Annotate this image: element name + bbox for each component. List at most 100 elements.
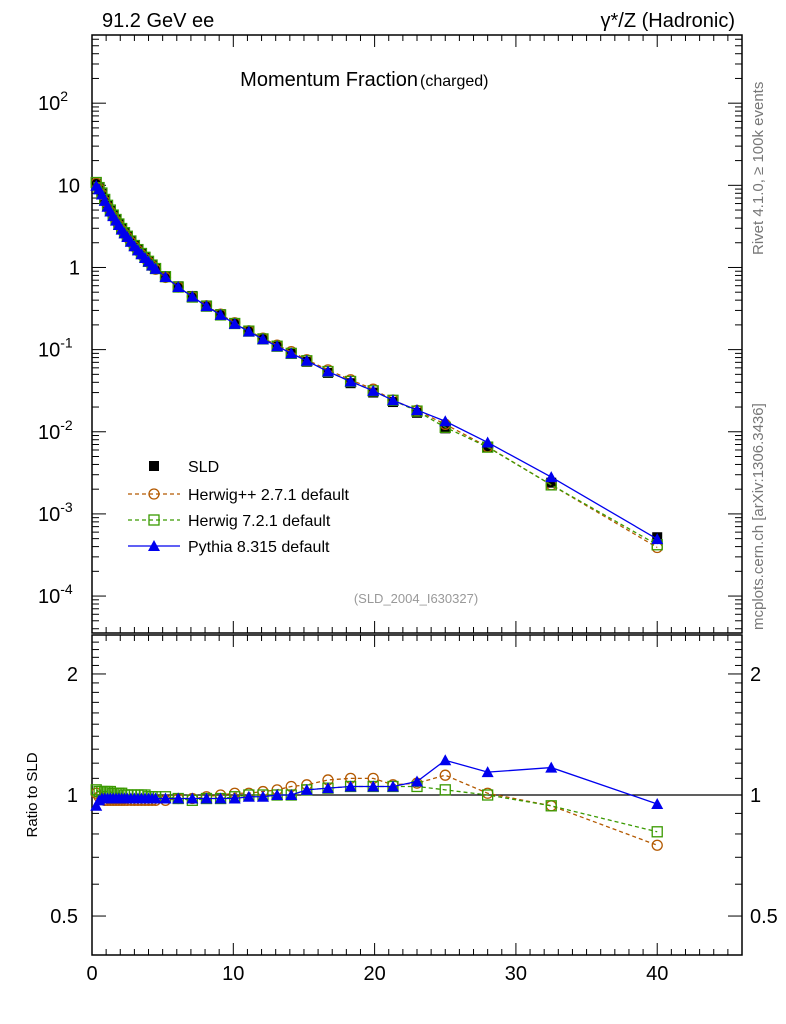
y-tick-label: 10-3 [38, 499, 73, 526]
rivet-label: Rivet 4.1.0, ≥ 100k events [750, 82, 767, 255]
ratio-point [411, 775, 423, 787]
x-tick-label: 20 [363, 963, 385, 985]
series-point [172, 281, 185, 293]
x-tick-label: 0 [86, 963, 97, 985]
ratio-point [651, 826, 663, 838]
y-tick-base: 10 [38, 586, 60, 608]
data-point-sld [440, 423, 451, 434]
series-point [367, 384, 380, 396]
ratio-point [90, 784, 102, 796]
ratio-tick-label: 0.5 [50, 906, 78, 928]
ratio-point [651, 839, 663, 851]
y-tick-base: 10 [38, 93, 60, 115]
ratio-point [321, 782, 334, 794]
ratio-point [545, 761, 558, 773]
series-point [285, 347, 298, 359]
series-point [186, 290, 199, 302]
ratio-point [228, 792, 241, 804]
y-tick-base: 10 [38, 422, 60, 444]
data-point-sld [546, 477, 557, 488]
ratio-point [439, 769, 451, 781]
ratio-point [172, 792, 185, 804]
ratio-point [386, 780, 399, 792]
ratio-point [159, 792, 172, 804]
y-tick-label: 10-1 [38, 335, 73, 362]
legend-label: Herwig 7.2.1 default [188, 513, 331, 530]
y-tick-base: 10 [58, 175, 80, 197]
y-tick-exp: -2 [60, 417, 73, 433]
ratio-point [186, 792, 199, 804]
series-point [411, 404, 423, 416]
series-point [228, 317, 241, 329]
ratio-tick-label: 1 [750, 785, 761, 807]
series-point [300, 354, 313, 366]
series-point [271, 340, 284, 352]
series-point [159, 271, 172, 283]
ratio-point [367, 780, 380, 792]
series-point [200, 300, 213, 312]
ratio-point [651, 797, 664, 809]
ratio-tick-label: 1 [67, 785, 78, 807]
ratio-tick-label: 0.5 [750, 906, 778, 928]
ratio-ylabel: Ratio to SLD [24, 752, 41, 837]
chart-subtitle: (charged) [420, 73, 488, 90]
x-tick-label: 40 [646, 963, 668, 985]
analysis-label: (SLD_2004_I630327) [354, 591, 478, 606]
y-tick-label: 1 [69, 257, 80, 279]
y-tick-base: 10 [38, 340, 60, 362]
y-tick-label: 102 [38, 88, 68, 115]
legend-marker-sld [149, 461, 159, 471]
ratio-point [200, 792, 213, 804]
ratio-point [439, 754, 452, 766]
ratio-point [482, 789, 494, 801]
ratio-point [242, 790, 255, 802]
energy-label: 91.2 GeV ee [102, 10, 214, 32]
legend-marker [148, 540, 160, 551]
ratio-point [149, 792, 162, 804]
legend-label-sld: SLD [188, 459, 219, 476]
series-point [344, 375, 357, 387]
legend-label: Pythia 8.315 default [188, 539, 330, 556]
series-point [481, 436, 494, 448]
mcplots-label: mcplots.cern.ch [arXiv:1306.3436] [750, 403, 767, 630]
series-point [149, 262, 162, 274]
series-point [256, 333, 269, 345]
ratio-point [344, 780, 357, 792]
legend-marker [148, 488, 160, 500]
y-tick-label: 10 [58, 175, 80, 197]
y-tick-base: 10 [38, 504, 60, 526]
y-tick-exp: -4 [60, 581, 73, 597]
series-point [386, 394, 399, 406]
ratio-point [481, 766, 494, 778]
y-tick-label: 10-4 [38, 581, 73, 608]
series-point [651, 533, 664, 545]
ratio-point [285, 789, 298, 800]
series-point [439, 415, 452, 427]
series-point [214, 308, 227, 320]
y-tick-base: 1 [69, 257, 80, 279]
ratio-point [214, 792, 227, 804]
ratio-tick-label: 2 [67, 664, 78, 686]
series-line [95, 185, 658, 540]
y-tick-exp: -3 [60, 499, 73, 515]
ratio-point [256, 790, 269, 802]
y-tick-exp: -1 [60, 335, 73, 351]
x-tick-label: 10 [222, 963, 244, 985]
chart-title: Momentum Fraction [240, 69, 418, 91]
series-point [545, 471, 558, 483]
ratio-point [300, 783, 313, 795]
series-line [95, 182, 658, 549]
legend-label: Herwig++ 2.7.1 default [188, 487, 350, 504]
process-label: γ*/Z (Hadronic) [601, 10, 735, 32]
x-tick-label: 30 [505, 963, 527, 985]
y-tick-label: 10-2 [38, 417, 73, 444]
ratio-point [545, 800, 557, 812]
series-point [242, 325, 255, 337]
series-point [321, 365, 334, 377]
ratio-point [271, 789, 284, 800]
ratio-line [95, 774, 658, 846]
ratio-point [439, 784, 451, 796]
y-tick-exp: 2 [60, 88, 68, 104]
ratio-tick-label: 2 [750, 664, 761, 686]
